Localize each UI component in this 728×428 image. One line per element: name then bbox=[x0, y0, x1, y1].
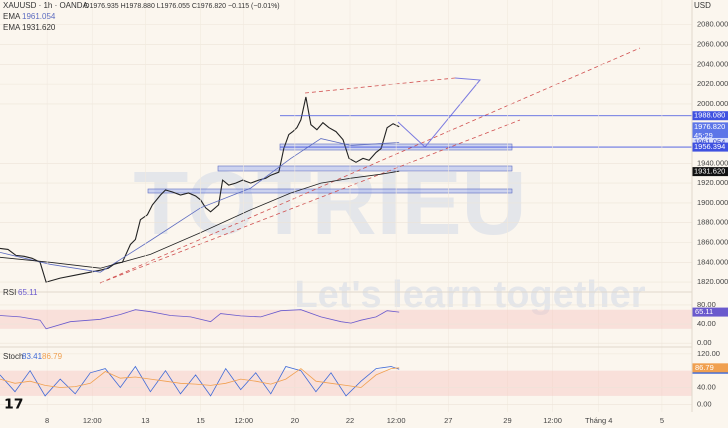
stoch-title: Stoch bbox=[3, 352, 23, 361]
series-line bbox=[0, 170, 400, 269]
y-tick-label: 1840.000 bbox=[697, 257, 728, 266]
rsi-value: 65.11 bbox=[18, 288, 38, 297]
logo: 𝟭𝟳 bbox=[4, 396, 23, 412]
y-tick-label: 40.00 bbox=[697, 382, 716, 391]
series-line bbox=[0, 138, 400, 273]
x-tick-label: Tháng 4 bbox=[585, 416, 613, 425]
y-tick-label: 1920.000 bbox=[697, 178, 728, 187]
y-tick-label: 120.00 bbox=[697, 349, 720, 358]
y-tick-label: 2020.000 bbox=[697, 79, 728, 88]
rsi-title: RSI bbox=[3, 288, 16, 297]
y-tick-label: 1900.000 bbox=[697, 198, 728, 207]
value-tag bbox=[692, 363, 728, 373]
x-tick-label: 12:00 bbox=[543, 416, 562, 425]
x-tick-label: 27 bbox=[444, 416, 452, 425]
x-tick-label: 15 bbox=[196, 416, 204, 425]
price-tag bbox=[692, 122, 728, 141]
y-tick-label: 2040.000 bbox=[697, 59, 728, 68]
y-tick-label: 0.00 bbox=[697, 338, 712, 347]
x-tick-label: 12:00 bbox=[234, 416, 253, 425]
price-tag bbox=[692, 142, 728, 152]
y-tick-label: 2080.000 bbox=[697, 20, 728, 29]
y-tick-label: 2060.000 bbox=[697, 40, 728, 49]
x-tick-label: 8 bbox=[45, 416, 49, 425]
y-tick-label: 0.00 bbox=[697, 399, 712, 408]
y-tick-label: 80.00 bbox=[697, 300, 716, 309]
stoch-k-value: 83.41 bbox=[22, 352, 43, 361]
series-line bbox=[0, 309, 400, 330]
legend-ema-value: 1931.620 bbox=[22, 23, 56, 32]
x-tick-label: 20 bbox=[291, 416, 299, 425]
y-tick-label: 40.00 bbox=[697, 319, 716, 328]
x-tick-label: 13 bbox=[141, 416, 149, 425]
ohlc: O1976.935 H1978.880 L1976.055 C1976.820 … bbox=[84, 3, 280, 10]
watermark-slogan: Let's learn together bbox=[294, 274, 645, 316]
value-tag bbox=[692, 307, 728, 317]
price-tag-label: 1988.080 bbox=[694, 111, 725, 120]
y-tick-label: 1820.000 bbox=[697, 277, 728, 286]
y-tick-label: 1940.000 bbox=[697, 158, 728, 167]
countdown: 45:29 bbox=[694, 131, 713, 140]
value-tag-label: 65.11 bbox=[695, 307, 713, 316]
series-line bbox=[0, 96, 400, 283]
price-tag bbox=[692, 111, 728, 121]
x-tick-label: 29 bbox=[503, 416, 511, 425]
band bbox=[0, 309, 692, 329]
x-tick-label: 12:00 bbox=[83, 416, 102, 425]
symbol: XAUUSD · 1h · OANDA bbox=[3, 1, 89, 10]
price-tag bbox=[692, 137, 728, 147]
price-tag-label: 1976.820 bbox=[694, 122, 725, 131]
legend-ema: EMA bbox=[3, 23, 21, 32]
y-tick-label: 1860.000 bbox=[697, 237, 728, 246]
price-tag-label: 1931.620 bbox=[694, 167, 725, 176]
price-tag bbox=[692, 167, 728, 177]
y-tick-label: 1880.000 bbox=[697, 218, 728, 227]
currency: USD bbox=[694, 1, 711, 10]
x-tick-label: 12:00 bbox=[387, 416, 406, 425]
x-tick-label: 22 bbox=[346, 416, 354, 425]
legend-ema-value: 1961.054 bbox=[22, 12, 56, 21]
band bbox=[0, 370, 692, 396]
stoch-d-value: 86.79 bbox=[42, 352, 63, 361]
y-tick-label: 2000.000 bbox=[697, 99, 728, 108]
price-tag-label: 1956.394 bbox=[694, 142, 725, 151]
x-tick-label: 5 bbox=[660, 416, 664, 425]
price-tag-label: 1961.054 bbox=[694, 137, 725, 146]
value-tag-label: 86.79 bbox=[695, 363, 714, 372]
legend-ema: EMA bbox=[3, 12, 21, 21]
series-line bbox=[0, 367, 400, 388]
